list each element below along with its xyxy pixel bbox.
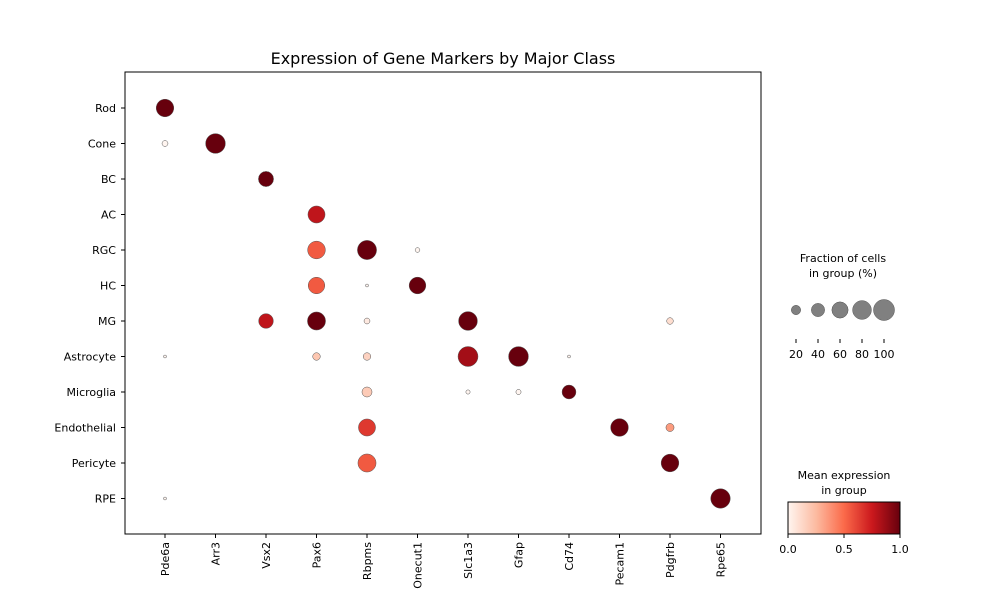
colorbar-tick-label: 0.0 bbox=[779, 543, 797, 556]
y-tick-label-microglia: Microglia bbox=[67, 386, 116, 399]
x-tick-label-rpe65: Rpe65 bbox=[715, 542, 728, 577]
dot-hc-rbpms bbox=[365, 283, 369, 288]
size-legend-title-line1: Fraction of cells bbox=[800, 252, 886, 265]
colorbar bbox=[787, 501, 901, 535]
x-tick-label-pdgfrb: Pdgfrb bbox=[664, 542, 677, 578]
dot-mg-pax6 bbox=[307, 311, 326, 331]
size-legend-label-100: 100 bbox=[874, 348, 895, 361]
color-legend-title-line1: Mean expression bbox=[798, 469, 891, 482]
dot-mg-vsx2 bbox=[258, 313, 274, 329]
x-tick-label-pecam1: Pecam1 bbox=[614, 542, 627, 586]
dot-rod-pde6a bbox=[155, 98, 175, 118]
y-tick-label-bc: BC bbox=[101, 173, 116, 186]
dots-layer bbox=[155, 98, 731, 509]
plot-area bbox=[124, 71, 762, 535]
colorbar-ticks: 0.0 0.5 1.0 bbox=[779, 534, 909, 556]
dot-microglia-rbpms bbox=[361, 386, 373, 398]
dot-microglia-gfap bbox=[515, 389, 522, 395]
size-legend-label-60: 60 bbox=[833, 348, 847, 361]
x-tick-label-onecut1: Onecut1 bbox=[412, 542, 425, 589]
dot-cone-arr3 bbox=[205, 133, 226, 154]
color-legend-title-line2: in group bbox=[821, 484, 866, 497]
dot-ac-pax6 bbox=[307, 205, 326, 224]
dot-astrocyte-gfap bbox=[508, 346, 529, 367]
y-axis: Rod Cone BC AC RGC HC MG Astrocyte Microglia Endo… bbox=[54, 102, 125, 506]
dot-rpe-rpe65 bbox=[710, 488, 731, 509]
size-legend-label-80: 80 bbox=[855, 348, 869, 361]
dot-astrocyte-cd74 bbox=[567, 354, 571, 359]
x-tick-label-gfap: Gfap bbox=[513, 542, 526, 568]
size-legend-dot-60 bbox=[831, 301, 849, 319]
size-legend-dot-20 bbox=[791, 305, 801, 315]
y-tick-label-mg: MG bbox=[98, 315, 116, 328]
y-tick-label-rod: Rod bbox=[95, 102, 116, 115]
dot-microglia-cd74 bbox=[561, 384, 577, 400]
x-tick-label-slc1a3: Slc1a3 bbox=[462, 542, 475, 579]
size-legend-label-40: 40 bbox=[811, 348, 825, 361]
size-legend-dot-80 bbox=[852, 300, 872, 320]
dot-mg-rbpms bbox=[363, 317, 371, 325]
size-legend-items: 20 40 60 80 100 bbox=[789, 299, 895, 361]
dot-cone-pde6a bbox=[161, 140, 169, 147]
y-tick-label-pericyte: Pericyte bbox=[72, 457, 116, 470]
dot-astrocyte-rbpms bbox=[362, 352, 372, 361]
y-tick-label-endothelial: Endothelial bbox=[54, 422, 116, 435]
dot-endothelial-rbpms bbox=[358, 418, 376, 437]
dot-pericyte-rbpms bbox=[357, 453, 377, 473]
dot-microglia-slc1a3 bbox=[465, 389, 471, 395]
x-tick-label-pax6: Pax6 bbox=[311, 542, 324, 568]
dot-hc-pax6 bbox=[307, 276, 326, 295]
color-legend: Mean expression in group 0.0 0.5 1.0 bbox=[779, 469, 909, 556]
y-tick-label-hc: HC bbox=[100, 280, 116, 293]
y-tick-label-ac: AC bbox=[101, 209, 116, 222]
dot-mg-slc1a3 bbox=[458, 311, 478, 331]
dot-pericyte-pdgfrb bbox=[660, 453, 680, 473]
colorbar-tick-label: 1.0 bbox=[891, 543, 909, 556]
dot-mg-pdgfrb bbox=[666, 317, 674, 325]
x-tick-label-pde6a: Pde6a bbox=[159, 542, 172, 576]
size-legend: Fraction of cells in group (%) 20 40 60 80 1… bbox=[789, 252, 895, 361]
dot-astrocyte-pax6 bbox=[312, 352, 321, 361]
dot-rgc-rbpms bbox=[357, 240, 377, 260]
dot-rgc-onecut1 bbox=[414, 247, 421, 253]
x-tick-label-cd74: Cd74 bbox=[563, 542, 576, 571]
dot-endothelial-pdgfrb bbox=[665, 423, 675, 432]
x-tick-label-arr3: Arr3 bbox=[210, 542, 223, 565]
colorbar-tick-label: 0.5 bbox=[835, 543, 853, 556]
dot-rgc-pax6 bbox=[307, 240, 326, 260]
size-legend-label-20: 20 bbox=[789, 348, 803, 361]
dot-bc-vsx2 bbox=[258, 171, 274, 187]
size-legend-dot-40 bbox=[811, 303, 825, 317]
chart-title: Expression of Gene Markers by Major Clas… bbox=[271, 49, 616, 68]
size-legend-title-line2: in group (%) bbox=[809, 267, 877, 280]
y-tick-label-rpe: RPE bbox=[95, 493, 116, 506]
dot-rpe-pde6a bbox=[163, 496, 167, 501]
y-tick-label-astrocyte: Astrocyte bbox=[64, 351, 116, 364]
dot-astrocyte-pde6a bbox=[163, 354, 167, 359]
x-tick-label-vsx2: Vsx2 bbox=[260, 542, 273, 569]
dot-endothelial-pecam1 bbox=[610, 418, 629, 437]
size-legend-dot-100 bbox=[873, 299, 895, 321]
x-axis: Pde6a Arr3 Vsx2 Pax6 Rbpms Onecut1 Slc1a3 Gfap C… bbox=[159, 534, 728, 589]
dot-hc-onecut1 bbox=[408, 276, 427, 295]
x-tick-label-rbpms: Rbpms bbox=[361, 542, 374, 580]
y-tick-label-cone: Cone bbox=[88, 138, 116, 151]
dot-astrocyte-slc1a3 bbox=[457, 346, 479, 367]
y-tick-label-rgc: RGC bbox=[92, 244, 116, 257]
